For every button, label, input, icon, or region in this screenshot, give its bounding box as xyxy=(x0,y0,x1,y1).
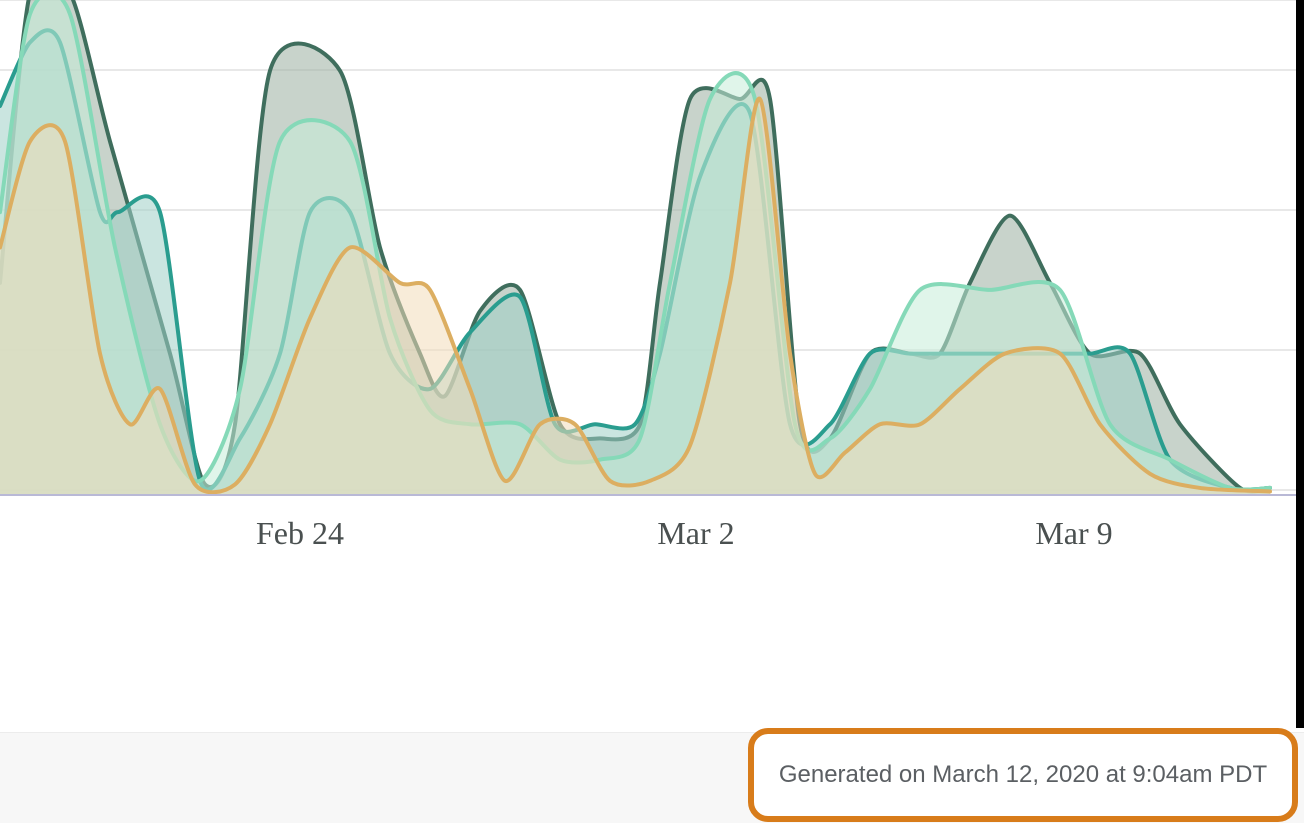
chart-svg xyxy=(0,0,1304,600)
time-series-chart: Feb 24 Mar 2 Mar 9 xyxy=(0,0,1304,600)
x-tick-label: Mar 2 xyxy=(657,515,734,552)
x-tick-label: Feb 24 xyxy=(256,515,344,552)
generated-timestamp-text: Generated on March 12, 2020 at 9:04am PD… xyxy=(779,761,1267,789)
x-tick-label: Mar 9 xyxy=(1035,515,1112,552)
right-edge-border xyxy=(1296,0,1304,728)
generated-timestamp-callout: Generated on March 12, 2020 at 9:04am PD… xyxy=(748,728,1298,822)
